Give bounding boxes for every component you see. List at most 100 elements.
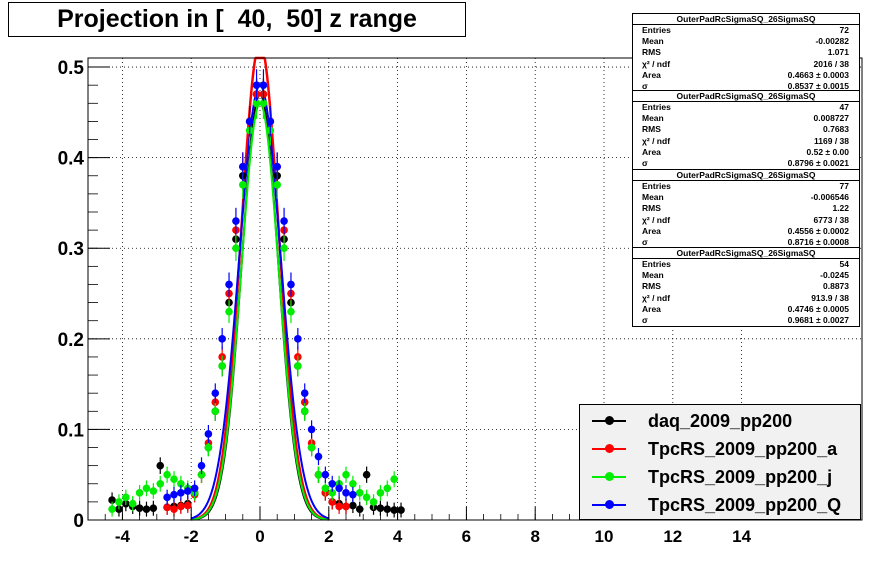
stats-value: -0.00282	[815, 36, 849, 47]
data-point	[307, 425, 316, 434]
stats-value: 0.8716 ± 0.0008	[787, 236, 849, 247]
stats-label: Entries	[642, 25, 671, 35]
data-point	[307, 443, 316, 452]
stats-label: Mean	[642, 36, 664, 47]
data-point	[163, 503, 171, 512]
stats-label: Mean	[642, 113, 664, 124]
x-tick-label: 12	[663, 527, 682, 546]
data-point	[177, 479, 185, 488]
legend-label: TpcRS_2009_pp200_a	[648, 439, 838, 459]
tick-labels: -4 -2 0 2 4 6 8 10 12 14 0 0.1 0.2 0.3 0.4 0.5	[58, 58, 752, 546]
legend-entry-tpcrs-a: TpcRS_2009_pp200_a	[580, 435, 860, 463]
data-point	[108, 496, 116, 504]
data-point	[211, 407, 220, 416]
stats-row: Entries 72	[633, 25, 859, 36]
data-point	[266, 117, 275, 126]
data-point	[204, 430, 213, 438]
stats-value: 0.8873	[823, 281, 849, 292]
stats-value: 1.22	[832, 203, 849, 214]
stats-row: χ² / ndf 2016 / 38	[633, 59, 859, 70]
x-tick-label: 0	[255, 527, 264, 546]
data-point	[142, 484, 151, 493]
stats-label: σ	[642, 80, 648, 91]
stats-label: Entries	[642, 181, 671, 191]
x-tick-label: 6	[462, 527, 471, 546]
data-point	[273, 181, 282, 189]
stats-box: OuterPadRcSigmaSQ_26SigmaSQ Entries 47 Mean…	[632, 90, 860, 171]
legend-label: TpcRS_2009_pp200_j	[648, 467, 833, 487]
stats-label: Area	[642, 146, 661, 157]
data-point	[170, 490, 178, 499]
chart-title: Projection in [ 40, 50] z range	[8, 2, 466, 37]
stats-row: σ 0.8796 ± 0.0021	[633, 158, 859, 169]
stats-value: -0.0245	[820, 270, 849, 281]
stats-value: 72	[839, 25, 849, 35]
data-point	[190, 484, 199, 493]
data-point	[349, 479, 357, 488]
data-point	[115, 498, 123, 506]
stats-row: RMS 1.22	[633, 203, 859, 214]
legend-entry-tpcrs-q: TpcRS_2009_pp200_Q	[580, 491, 860, 519]
data-point	[128, 499, 137, 508]
stats-row: Mean -0.006546	[633, 192, 859, 203]
legend: daq_2009_pp200 TpcRS_2009_pp200_a TpcRS_…	[579, 404, 861, 520]
stats-label: χ² / ndf	[642, 58, 671, 69]
stats-title: OuterPadRcSigmaSQ_26SigmaSQ	[633, 170, 859, 181]
stats-value: 54	[839, 259, 849, 269]
x-tick-label: 2	[324, 527, 333, 546]
data-point	[369, 498, 378, 506]
data-point	[349, 490, 357, 499]
data-point	[204, 443, 213, 452]
data-point	[383, 505, 392, 513]
data-point	[280, 244, 288, 253]
data-point	[239, 162, 247, 171]
stats-value: 0.9681 ± 0.0027	[787, 314, 849, 325]
stats-label: RMS	[642, 124, 661, 135]
data-point	[355, 505, 364, 513]
stats-label: σ	[642, 236, 648, 247]
stats-row: Area 0.52 ± 0.00	[633, 147, 859, 158]
legend-marker	[605, 500, 614, 509]
stats-row: χ² / ndf 1169 / 38	[633, 136, 859, 147]
legend-label: daq_2009_pp200	[648, 411, 793, 431]
data-point	[342, 470, 350, 479]
x-tick-label: 10	[595, 527, 614, 546]
data-point	[259, 99, 268, 108]
stats-row: χ² / ndf 913.9 / 38	[633, 293, 859, 304]
data-point	[287, 280, 295, 289]
stats-box: OuterPadRcSigmaSQ_26SigmaSQ Entries 72 Mean…	[632, 13, 860, 94]
stats-value: 0.4663 ± 0.0003	[787, 69, 849, 80]
stats-row: σ 0.8716 ± 0.0008	[633, 237, 859, 248]
stats-label: Mean	[642, 270, 664, 281]
stats-value: 2016 / 38	[813, 58, 849, 69]
data-point	[135, 489, 144, 497]
data-point	[362, 493, 371, 502]
data-point	[287, 307, 295, 316]
stats-label: Area	[642, 69, 661, 80]
stats-label: Entries	[642, 102, 671, 112]
stats-value: -0.006546	[810, 192, 849, 203]
stats-row: Entries 54	[633, 259, 859, 270]
stats-value: 0.4746 ± 0.0005	[787, 303, 849, 314]
data-point	[225, 307, 233, 316]
stats-row: RMS 0.8873	[633, 281, 859, 292]
data-point	[273, 162, 282, 171]
data-point	[349, 501, 357, 510]
data-point	[177, 489, 185, 497]
stats-value: 913.9 / 38	[811, 292, 849, 303]
data-point	[321, 470, 330, 479]
data-point	[390, 506, 398, 514]
data-point	[390, 475, 398, 484]
fit-curve	[191, 102, 329, 521]
stats-label: σ	[642, 314, 648, 325]
stats-value: 0.4556 ± 0.0002	[787, 225, 849, 236]
data-point	[294, 335, 302, 343]
stats-value: 47	[839, 102, 849, 112]
y-tick-label: 0.3	[58, 239, 84, 260]
data-point	[183, 501, 192, 510]
data-point	[218, 335, 226, 343]
data-point	[335, 502, 343, 511]
x-tick-label: 14	[732, 527, 751, 546]
stats-label: Entries	[642, 259, 671, 269]
data-point	[280, 217, 288, 225]
